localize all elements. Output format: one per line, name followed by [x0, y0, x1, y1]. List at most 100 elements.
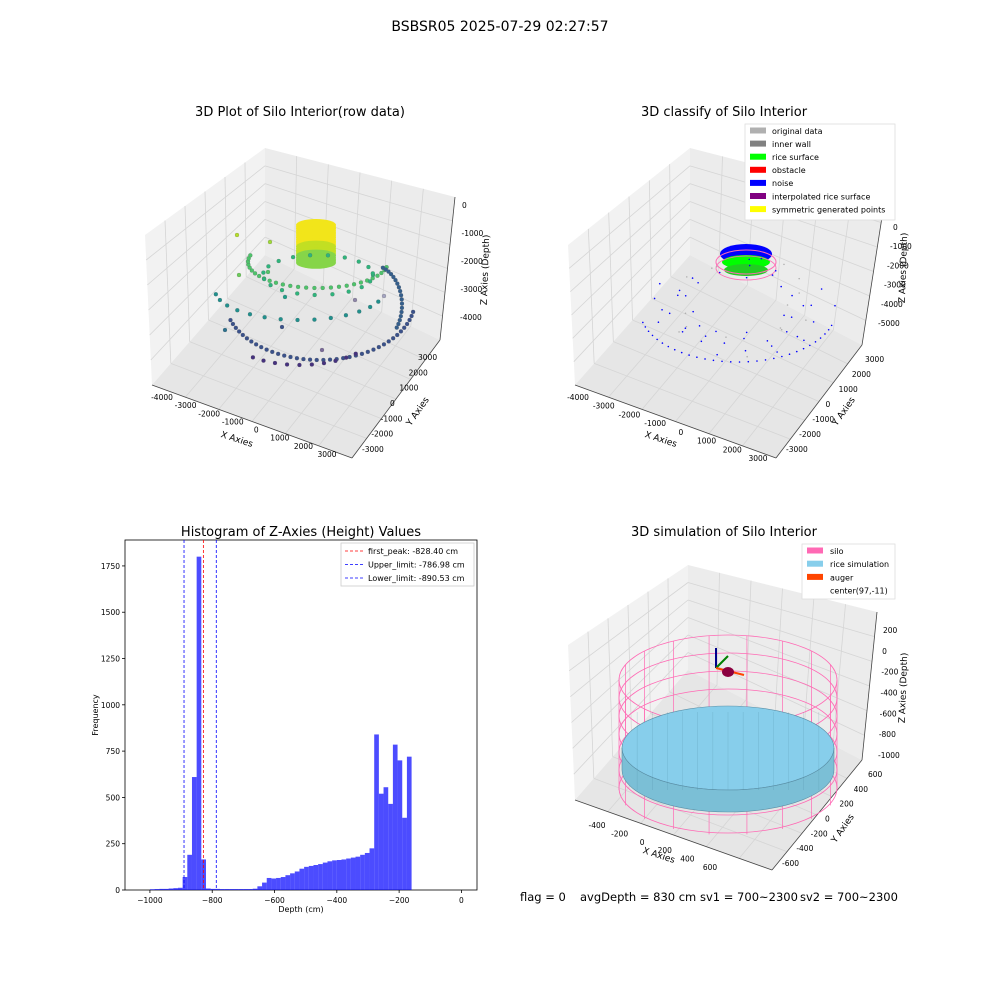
noise-point — [657, 321, 660, 324]
data-point — [288, 354, 293, 360]
data-point — [395, 332, 400, 338]
x-tick-label: -4000 — [151, 393, 173, 402]
histogram-bar — [369, 848, 375, 890]
y-axis-line — [775, 344, 863, 459]
z-tick-label: -800 — [879, 730, 896, 739]
data-point — [230, 321, 236, 327]
histogram-bar — [350, 857, 356, 890]
z-tick-label: 0 — [893, 223, 898, 232]
data-point — [381, 342, 387, 347]
back-left-pane — [145, 148, 265, 385]
noise-point — [776, 351, 778, 353]
data-point — [396, 285, 401, 290]
data-point — [290, 255, 296, 260]
histogram-bar — [187, 854, 192, 890]
y-axis-label: Y Axies — [404, 395, 432, 428]
z-tick-label: 0 — [882, 647, 887, 656]
noise-point — [780, 328, 783, 331]
y-tick-label: 0 — [825, 815, 830, 824]
z-axis-label: Z Axies (Depth) — [898, 233, 910, 304]
x-tick-label: -3000 — [593, 402, 615, 411]
histogram-bar — [238, 889, 244, 890]
data-point — [254, 342, 259, 347]
histogram-bar — [332, 860, 337, 890]
y-tick-label: 3000 — [418, 353, 437, 362]
y-tick-label: -2000 — [799, 430, 821, 439]
noise-point — [700, 340, 703, 343]
z-tick-label: -1000 — [890, 242, 912, 251]
noise-point — [685, 325, 688, 328]
x-tick-label: -1000 — [222, 417, 244, 426]
noise-point — [711, 267, 713, 269]
data-point — [368, 304, 373, 310]
y-tick-label: -400 — [796, 844, 813, 853]
data-point — [272, 360, 278, 366]
y-axis-label: Frequency — [91, 694, 100, 736]
data-point — [222, 327, 228, 333]
legend-swatch — [750, 153, 766, 160]
z-tick-label: -4000 — [881, 300, 903, 309]
y-tick-label: -1000 — [381, 414, 403, 423]
noise-point — [718, 271, 721, 274]
histogram-bar — [229, 889, 235, 890]
noise-point — [764, 359, 767, 361]
floor-pane — [575, 255, 862, 458]
interpolated-surface — [715, 249, 777, 275]
y-tick-label: -2000 — [371, 430, 393, 439]
histogram-bar — [378, 793, 384, 890]
data-point — [213, 292, 218, 297]
status-flag: flag = 0 — [520, 890, 566, 904]
data-point — [352, 297, 358, 303]
legend-label: first_peak: -828.40 cm — [368, 547, 458, 556]
data-point — [376, 345, 381, 350]
data-point — [391, 274, 396, 280]
status-avg-depth: avgDepth = 830 cm — [580, 890, 696, 904]
noise-point — [820, 288, 823, 290]
y-tick-label: 2000 — [852, 370, 871, 379]
grid-line — [264, 236, 443, 317]
data-point — [386, 269, 391, 274]
data-point — [376, 299, 381, 304]
noise-point — [658, 282, 661, 285]
data-point — [320, 285, 325, 291]
noise-point — [678, 289, 681, 292]
z-tick-label: -4000 — [460, 313, 482, 322]
noise-point — [715, 265, 718, 268]
legend-label: rice surface — [772, 153, 819, 162]
y-tick-label: 0 — [826, 400, 831, 409]
histogram-bar — [182, 877, 188, 890]
data-point — [261, 358, 266, 363]
y-axis-label: Y Axies — [830, 395, 858, 428]
legend-swatch — [807, 573, 823, 580]
data-point — [397, 318, 402, 323]
data-point — [244, 336, 250, 341]
data-point — [321, 361, 327, 366]
legend-swatch — [750, 193, 766, 199]
data-point — [262, 315, 267, 320]
x-tick-label: 2000 — [723, 445, 742, 454]
noise-point — [704, 358, 706, 360]
data-point — [399, 301, 405, 306]
histogram-bar — [346, 858, 351, 890]
x-axis-label: Depth (cm) — [278, 905, 323, 914]
data-point — [248, 253, 253, 258]
noise-point — [647, 330, 650, 333]
legend-label: noise — [772, 179, 793, 188]
histogram-bar — [299, 868, 305, 890]
y-tick-label: 1500 — [101, 608, 120, 617]
y-axis-line — [351, 339, 441, 459]
data-point — [267, 239, 273, 245]
x-tick-label: 3000 — [317, 450, 336, 459]
x-tick-label: -1000 — [644, 419, 666, 428]
back-left-pane — [568, 565, 688, 800]
data-point — [225, 303, 230, 308]
histogram-bar — [196, 556, 202, 890]
data-point — [366, 264, 371, 270]
data-point — [295, 291, 300, 296]
noise-point — [661, 308, 663, 311]
data-point — [288, 283, 293, 288]
z-tick-label: -1000 — [878, 751, 900, 760]
data-point — [266, 264, 271, 269]
histogram-bar — [224, 889, 230, 890]
data-point — [250, 355, 256, 360]
